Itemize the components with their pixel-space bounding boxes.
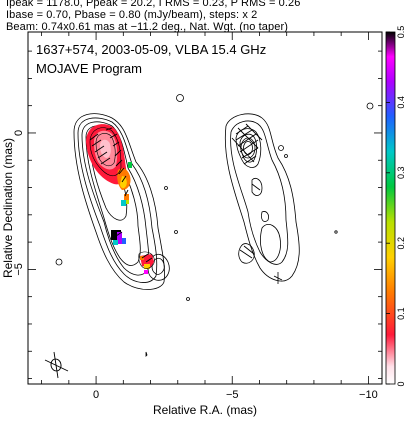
header-line-2: Ibase = 0.70, Pbase = 0.80 (mJy/beam), s… <box>6 9 258 21</box>
colorbar-ticks: 0.5 0.4 0.3 0.2 0.1 0 <box>386 26 406 387</box>
beam-marker <box>44 351 69 379</box>
y-axis-label: Relative Declination (mas) <box>1 138 15 278</box>
x-tick-label: −10 <box>359 389 378 401</box>
polarization-contours <box>89 127 155 269</box>
colorbar-tick-label: 0.2 <box>396 237 406 250</box>
x-ticks <box>41 32 369 384</box>
intensity-contours <box>55 94 190 357</box>
y-ticks <box>28 50 382 379</box>
y-tick-label: 0 <box>13 130 25 136</box>
y-tick-label: −5 <box>13 263 25 276</box>
colorbar <box>385 31 396 385</box>
peak-marker <box>273 272 283 284</box>
colorbar-tick-label: 0 <box>396 381 406 386</box>
colorbar-tick-label: 0.3 <box>396 167 406 180</box>
y-tick-labels: 0 −5 <box>13 130 25 276</box>
colorbar-tick-label: 0.1 <box>396 307 406 320</box>
evpa-vectors-left <box>89 127 153 263</box>
colorbar-tick-label: 0.4 <box>396 96 406 109</box>
x-tick-label: 0 <box>93 389 99 401</box>
x-tick-label: −5 <box>226 389 239 401</box>
chart-subtitle: MOJAVE Program <box>36 61 142 76</box>
header-line-3: Beam: 0.74x0.61 mas at −11.2 deg., Nat. … <box>6 21 288 33</box>
evpa-vectors-right <box>231 123 263 259</box>
colorbar-tick-label: 0.5 <box>396 26 406 39</box>
plot-frame <box>27 31 383 385</box>
chart-title: 1637+574, 2003-05-09, VLBA 15.4 GHz <box>36 42 266 57</box>
x-tick-labels: 0 −5 −10 <box>93 389 378 401</box>
x-axis-label: Relative R.A. (mas) <box>153 403 257 417</box>
intensity-contours-right <box>224 102 374 282</box>
header-line-1: Ipeak = 1178.0, Ppeak = 20.2, I RMS = 0.… <box>6 0 301 9</box>
